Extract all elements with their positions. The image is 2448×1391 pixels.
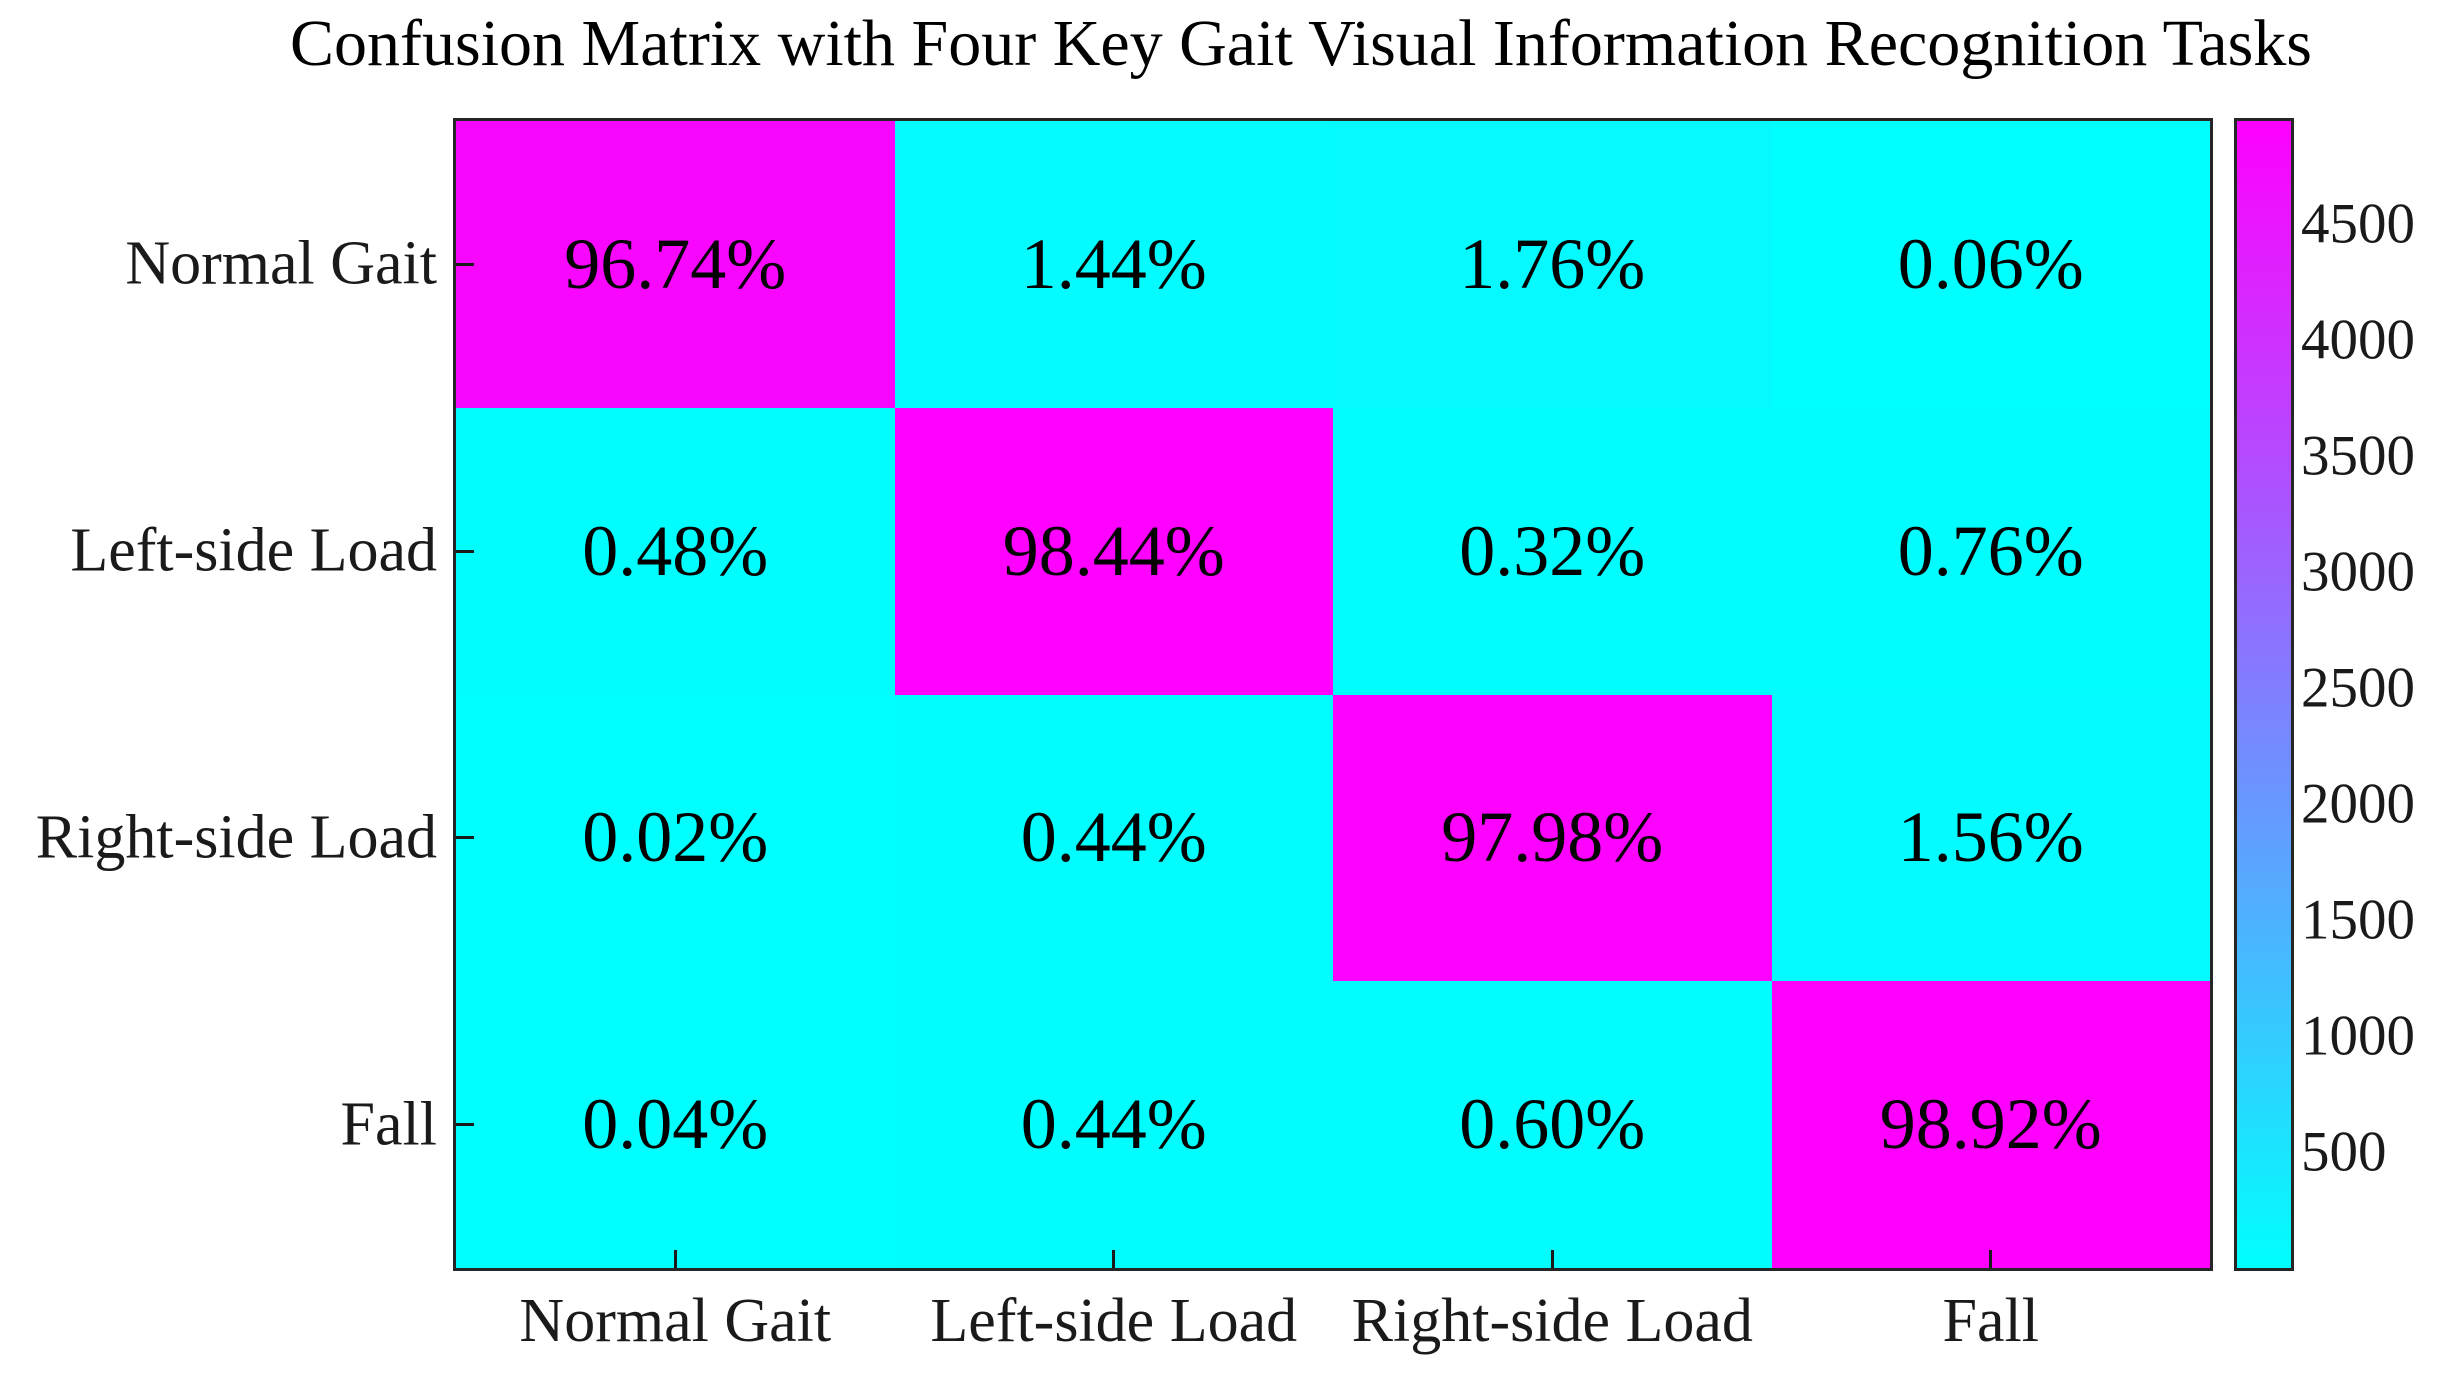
x-tick-label-3: Fall	[1942, 1287, 2039, 1355]
colorbar-tick-label-4500: 4500	[2301, 192, 2415, 256]
x-tick-mark	[673, 1250, 677, 1268]
colorbar-tick-label-500: 500	[2301, 1120, 2387, 1184]
x-tick-label-2: Right-side Load	[1351, 1287, 1753, 1355]
x-tick-label-1: Left-side Load	[930, 1287, 1298, 1355]
matrix-cell-r1c1: 98.44%	[894, 407, 1333, 695]
matrix-cell-r0c3: 0.06%	[1771, 121, 2210, 408]
y-tick-label-0: Normal Gait	[125, 229, 437, 298]
matrix-cell-r2c2: 97.98%	[1333, 694, 1772, 982]
matrix-cell-r0c1: 1.44%	[894, 121, 1333, 408]
colorbar-tick-label-2500: 2500	[2301, 656, 2415, 720]
x-tick-mark	[1112, 1250, 1116, 1268]
colorbar-tick-label-4000: 4000	[2301, 308, 2415, 372]
x-tick-mark	[1989, 1250, 1993, 1268]
matrix-cell-r1c0: 0.48%	[456, 407, 895, 695]
matrix-cell-r3c2: 0.60%	[1333, 981, 1772, 1268]
y-tick-label-1: Left-side Load	[70, 516, 437, 585]
matrix-cell-r3c3: 98.92%	[1771, 981, 2210, 1268]
colorbar-gradient	[2237, 121, 2291, 1268]
matrix-cell-r1c2: 0.32%	[1333, 407, 1772, 695]
y-tick-label-2: Right-side Load	[35, 803, 437, 872]
y-tick-mark	[456, 836, 474, 840]
chart-title: Confusion Matrix with Four Key Gait Visu…	[290, 7, 2312, 80]
x-tick-label-0: Normal Gait	[519, 1287, 832, 1355]
y-tick-label-3: Fall	[340, 1090, 437, 1159]
y-tick-mark	[456, 1123, 474, 1127]
colorbar-tick-label-1500: 1500	[2301, 888, 2415, 952]
matrix-cell-r2c0: 0.02%	[456, 694, 895, 982]
colorbar-tick-label-3000: 3000	[2301, 540, 2415, 604]
heatmap-grid: 96.74% 1.44% 1.76% 0.06% 0.48% 98.44% 0.32% 0.7…	[453, 118, 2213, 1271]
matrix-cell-r0c0: 96.74%	[456, 121, 895, 408]
matrix-cell-r2c3: 1.56%	[1771, 694, 2210, 982]
matrix-cell-r3c0: 0.04%	[456, 981, 895, 1268]
colorbar	[2234, 118, 2294, 1271]
colorbar-tick-label-1000: 1000	[2301, 1004, 2415, 1068]
y-tick-mark	[456, 262, 474, 266]
matrix-cell-r1c3: 0.76%	[1771, 407, 2210, 695]
matrix-cell-r0c2: 1.76%	[1333, 121, 1772, 408]
matrix-cell-r3c1: 0.44%	[894, 981, 1333, 1268]
colorbar-tick-label-2000: 2000	[2301, 772, 2415, 836]
matrix-cell-r2c1: 0.44%	[894, 694, 1333, 982]
y-tick-mark	[456, 549, 474, 553]
colorbar-tick-label-3500: 3500	[2301, 424, 2415, 488]
x-tick-mark	[1550, 1250, 1554, 1268]
